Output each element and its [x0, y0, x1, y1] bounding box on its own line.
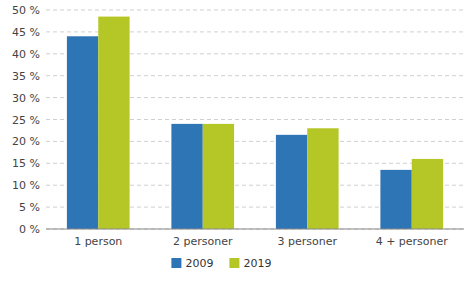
- bar: [203, 124, 234, 229]
- y-tick-label: 10 %: [12, 179, 40, 192]
- y-tick-label: 50 %: [12, 4, 40, 17]
- bar: [171, 124, 202, 229]
- y-tick-label: 15 %: [12, 157, 40, 170]
- bars: [67, 17, 443, 229]
- y-tick-label: 5 %: [19, 201, 40, 214]
- bar: [412, 159, 443, 229]
- x-axis-line: [46, 229, 464, 230]
- y-tick-label: 0 %: [19, 223, 40, 236]
- y-tick-label: 35 %: [12, 70, 40, 83]
- bar: [67, 36, 98, 229]
- x-tick-label: 3 personer: [278, 235, 338, 248]
- bar: [307, 128, 338, 229]
- chart: 0 % 5 % 10 % 15 % 20 % 25 % 30 % 35 % 40 % 45 % 50…: [0, 0, 476, 281]
- legend-label: 2009: [185, 257, 213, 270]
- legend-swatch: [229, 258, 239, 268]
- legend-swatch: [171, 258, 181, 268]
- grid-line: [46, 229, 464, 230]
- y-tick-label: 25 %: [12, 114, 40, 127]
- y-tick-label: 45 %: [12, 26, 40, 39]
- y-tick-label: 20 %: [12, 135, 40, 148]
- x-tick-label: 4 + personer: [376, 235, 449, 248]
- bar: [98, 17, 129, 229]
- x-tick-label: 1 person: [74, 235, 122, 248]
- legend-label: 2019: [243, 257, 271, 270]
- legend: 2009 2019: [171, 257, 271, 270]
- y-tick-label: 40 %: [12, 48, 40, 61]
- x-tick-label: 2 personer: [173, 235, 233, 248]
- y-tick-label: 30 %: [12, 92, 40, 105]
- bar: [380, 170, 411, 229]
- grid-line: [46, 10, 464, 11]
- bar: [276, 135, 307, 229]
